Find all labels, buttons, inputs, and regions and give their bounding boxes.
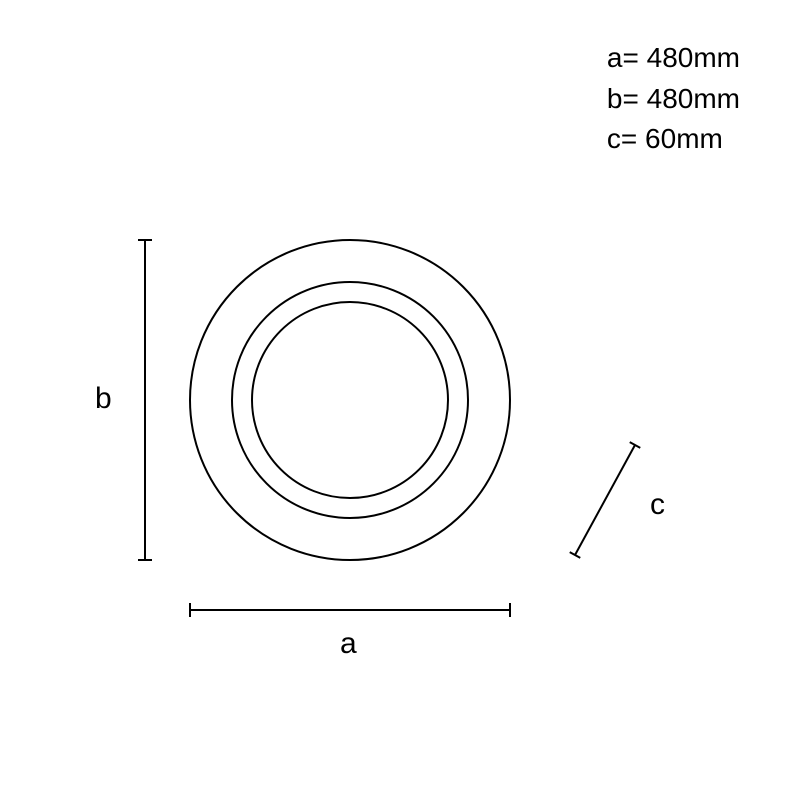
label-c: c [650,488,665,522]
technical-drawing [0,0,800,800]
label-b: b [95,382,112,416]
label-a: a [340,627,357,661]
